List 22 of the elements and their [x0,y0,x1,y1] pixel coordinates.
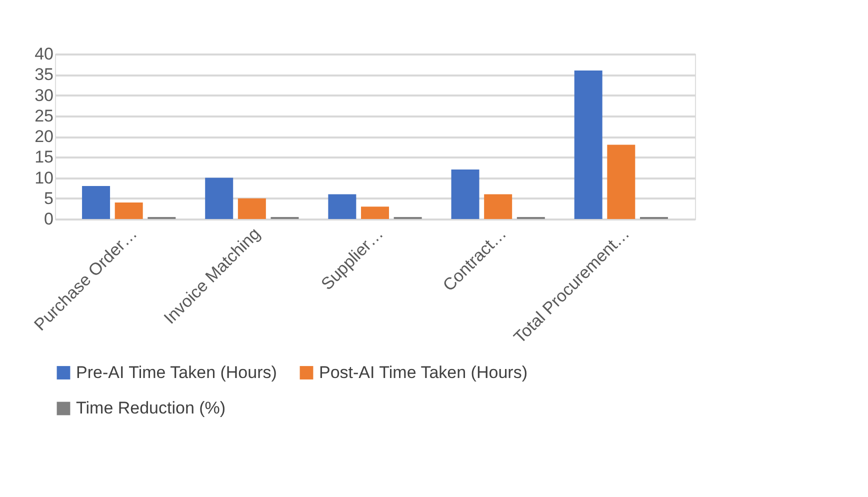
bar [205,178,234,219]
bar [114,202,143,219]
y-tick-label: 15 [34,148,54,167]
y-tick-label: 5 [44,188,54,208]
y-tick-label: 10 [34,168,54,188]
y-tick-label: 35 [34,65,54,84]
bar [328,194,356,219]
y-tick-label: 40 [34,44,54,64]
bar [574,70,602,219]
bar [82,186,110,219]
y-tick-label: 30 [34,86,54,105]
bar [238,198,266,219]
bar [361,206,389,219]
legend-label: Post-AI Time Taken (Hours) [319,362,528,382]
y-tick-label: 0 [44,210,54,228]
y-tick-label: 25 [34,106,54,126]
y-tick-label: 20 [34,127,54,146]
bar [451,170,480,219]
bar [484,194,512,219]
legend-label: Pre-AI Time Taken (Hours) [76,362,277,382]
bar [607,144,636,219]
legend-label: Time Reduction (%) [76,398,226,418]
